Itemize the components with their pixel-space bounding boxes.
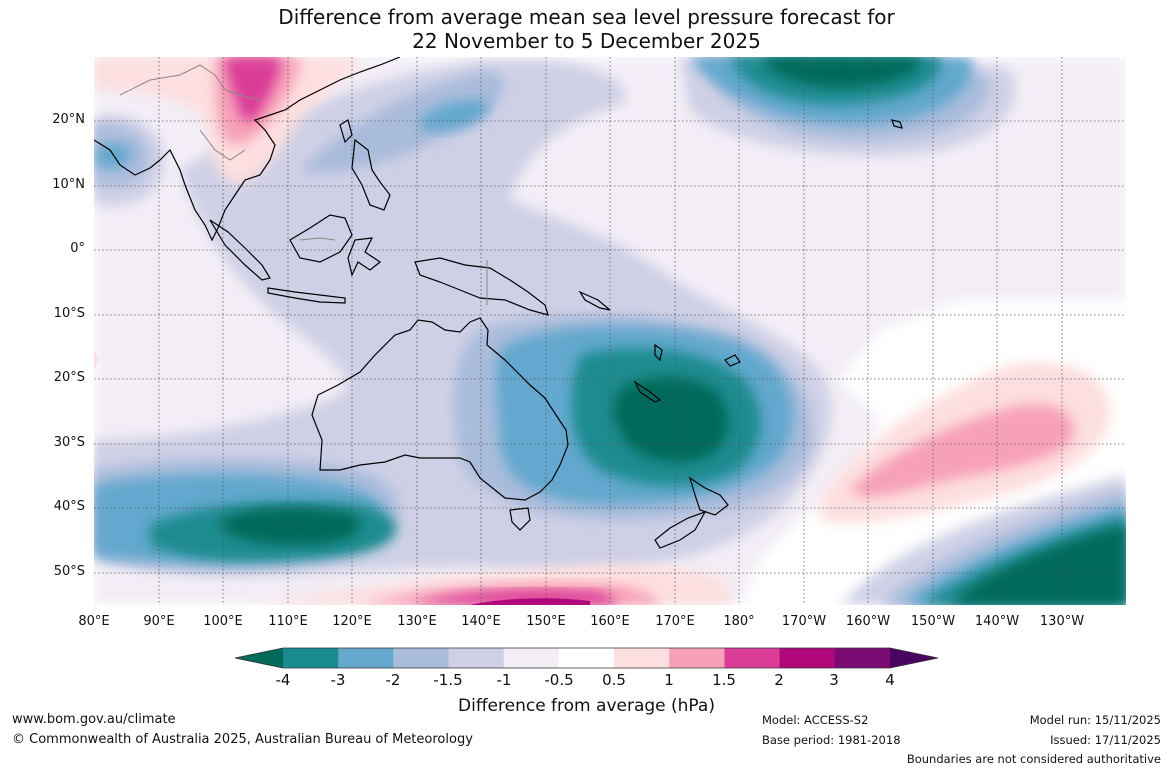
sumatra-coast xyxy=(209,219,271,281)
footer-model-run: Model run: 15/11/2025 xyxy=(1029,713,1161,727)
lon-label-90e: 90°E xyxy=(143,614,175,629)
lon-label-140w: 140°W xyxy=(974,614,1020,629)
graticule xyxy=(94,57,1126,605)
colorbar-swatch xyxy=(503,648,560,668)
lon-label-140e: 140°E xyxy=(461,614,501,629)
colorbar-tick: -3 xyxy=(330,671,346,689)
country-borders xyxy=(119,64,488,305)
footer-model: Model: ACCESS-S2 xyxy=(762,713,869,727)
footer-base-period: Base period: 1981-2018 xyxy=(762,733,901,747)
lat-label-10s: 10°S xyxy=(53,306,85,321)
mainland-asia-coast xyxy=(94,57,401,242)
colorbar-tick: 0.5 xyxy=(602,671,626,689)
fiji-coast xyxy=(724,354,741,367)
colorbar-swatch xyxy=(724,648,781,668)
footer-issued: Issued: 17/11/2025 xyxy=(1050,733,1161,747)
coastlines xyxy=(94,57,903,549)
colorbar-outline xyxy=(234,647,939,669)
colorbar-swatch xyxy=(669,648,725,668)
colorbar-label: Difference from average (hPa) xyxy=(458,696,715,716)
vanuatu-coast xyxy=(654,343,663,362)
lat-label-0: 0° xyxy=(70,241,85,256)
colorbar-tick: 2 xyxy=(774,671,784,689)
lon-label-160w: 160°W xyxy=(845,614,891,629)
colorbar-swatch xyxy=(283,648,339,668)
new-caledonia-coast xyxy=(633,380,662,403)
lon-label-170w: 170°W xyxy=(781,614,827,629)
colorbar-tick: 1.5 xyxy=(712,671,736,689)
lat-label-10n: 10°N xyxy=(52,177,85,192)
new-guinea-coast xyxy=(414,257,549,316)
colorbar-tick: -4 xyxy=(275,671,291,689)
colorbar-swatch xyxy=(393,648,450,668)
colorbar-tick: -2 xyxy=(385,671,401,689)
colorbar-tick: 4 xyxy=(885,671,895,689)
colorbar-tick: -0.5 xyxy=(544,671,574,689)
colorbar-tick: 1 xyxy=(664,671,674,689)
lat-label-50s: 50°S xyxy=(53,564,85,579)
map-figure xyxy=(94,57,1126,669)
footer-url: www.bom.gov.au/climate xyxy=(12,712,176,727)
taiwan-coast xyxy=(339,119,353,144)
new-zealand-south-coast xyxy=(654,510,707,549)
solomon-islands-coast xyxy=(578,290,611,311)
lon-label-150w: 150°W xyxy=(910,614,956,629)
lon-label-120e: 120°E xyxy=(332,614,372,629)
field-plus-2 xyxy=(470,598,590,605)
colorbar-tick: -1 xyxy=(496,671,512,689)
colorbar-tick: -1.5 xyxy=(433,671,463,689)
colorbar-swatch xyxy=(448,648,505,668)
lon-label-110e: 110°E xyxy=(268,614,308,629)
colorbar-arrow-high xyxy=(890,648,938,668)
lat-label-20n: 20°N xyxy=(52,112,85,127)
colorbar-arrow-low xyxy=(235,648,283,668)
chart-title-line-2: 22 November to 5 December 2025 xyxy=(412,29,761,53)
lon-label-130w: 130°W xyxy=(1039,614,1085,629)
tasmania-coast xyxy=(509,507,531,531)
colorbar-swatch xyxy=(779,648,836,668)
lon-label-160e: 160°E xyxy=(590,614,630,629)
lon-label-150e: 150°E xyxy=(526,614,566,629)
philippines-coast xyxy=(351,138,391,211)
colorbar-swatch xyxy=(558,648,615,668)
australia-coast xyxy=(311,317,569,501)
field-minus-4 xyxy=(220,57,1126,605)
lon-label-180: 180° xyxy=(723,614,755,629)
lon-label-170e: 170°E xyxy=(655,614,695,629)
colorbar-swatch xyxy=(834,648,891,668)
new-zealand-north-coast xyxy=(688,476,729,516)
footer-copyright: © Commonwealth of Australia 2025, Austra… xyxy=(12,732,473,747)
colorbar-tick: 3 xyxy=(829,671,839,689)
lon-label-100e: 100°E xyxy=(203,614,243,629)
hawaii-coast xyxy=(891,119,903,129)
lon-label-130e: 130°E xyxy=(397,614,437,629)
footer-disclaimer: Boundaries are not considered authoritat… xyxy=(906,752,1161,766)
borneo-coast xyxy=(289,214,353,263)
java-coast xyxy=(267,287,346,304)
colorbar xyxy=(234,647,939,669)
colorbar-swatch xyxy=(614,648,670,668)
lon-label-80e: 80°E xyxy=(78,614,110,629)
lat-label-40s: 40°S xyxy=(53,499,85,514)
map-panel xyxy=(94,57,1126,605)
sulawesi-coast xyxy=(347,237,382,277)
chart-title-line-1: Difference from average mean sea level p… xyxy=(278,5,895,29)
colorbar-swatch xyxy=(338,648,394,668)
lat-label-30s: 30°S xyxy=(53,435,85,450)
lat-label-20s: 20°S xyxy=(53,370,85,385)
